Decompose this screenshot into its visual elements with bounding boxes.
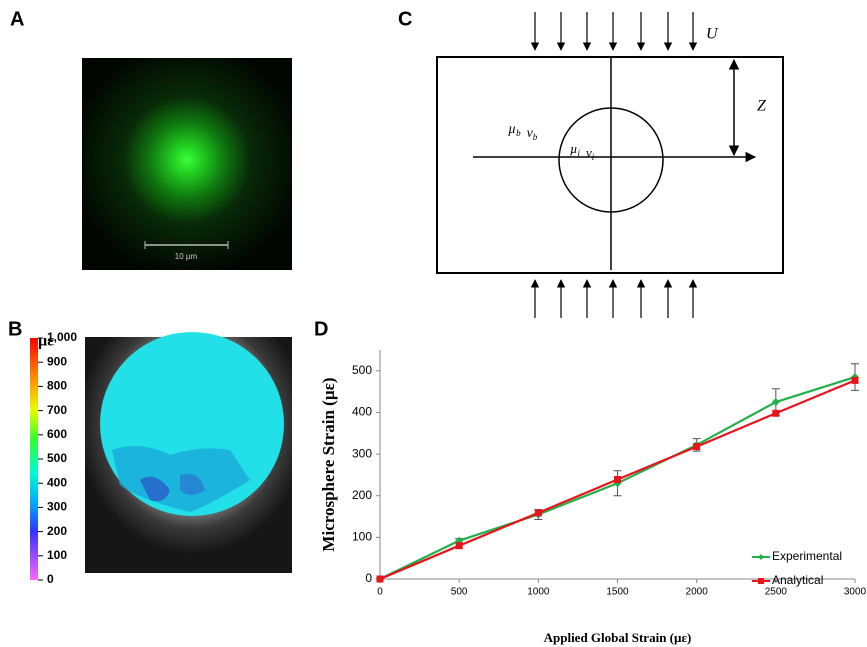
property-symbol: µ [570,141,578,156]
point [614,475,621,483]
legend-label: Experimental [772,549,842,563]
colorbar-tick-label: 500 [47,451,67,465]
matrix-block [436,56,784,274]
panel-label: B [8,318,22,340]
property-symbol: ν [527,126,534,141]
colorbar-tick-label: 600 [47,427,67,441]
x-axis-title: Applied Global Strain (µε) [544,630,692,645]
colorbar-tick-label: 0 [47,572,54,586]
x-tick-label: 500 [451,587,468,598]
point [693,443,701,451]
colorbar-tick-label: 700 [47,403,67,417]
panel-label: C [398,8,412,30]
legend-label: Analytical [772,573,823,587]
y-tick-label: 300 [352,446,372,460]
colorbar-tick-label: 800 [47,379,67,393]
colorbar [30,338,38,580]
colorbar-tick-label: 1,000 [47,330,77,344]
point [771,398,780,407]
property-subscript: i [578,148,581,158]
y-tick-label: 100 [352,530,372,544]
property-subscript: b [516,128,521,138]
point [376,575,384,583]
colorbar-tick-label: 100 [47,548,67,562]
y-tick-label: 400 [352,405,372,419]
point [851,376,859,384]
point [455,542,463,550]
legend-marker [758,554,764,560]
point [772,409,780,417]
y-axis-title: Microsphere Strain (µε) [319,377,338,551]
panel-label: D [314,318,328,340]
y-tick-label: 200 [352,488,372,502]
panel-label: A [10,8,24,30]
matrix-properties: µb νb [508,122,538,142]
colorbar-tick-label: 900 [47,354,67,368]
point [534,509,542,517]
x-tick-label: 0 [377,587,383,598]
load-arrows [530,12,698,318]
load-label: U [706,26,719,43]
y-tick-label: 0 [365,571,372,585]
x-tick-label: 1000 [527,587,550,598]
strain-map-region [180,474,205,495]
x-tick-label: 2000 [686,587,709,598]
colorbar-tick-label: 400 [47,475,67,489]
property-symbol: µ [508,122,516,137]
depth-label: Z [757,98,767,115]
colorbar-ticks: 0 100 200 300 400 500 600 700 800 900 1,000 [38,330,77,586]
scale-bar-label: 10 µm [175,252,198,261]
colorbar-title: µε [38,333,54,350]
colorbar-tick-label: 200 [47,524,67,538]
legend-marker [758,578,764,584]
line-chart: 0 100 200 300 400 500 0 500 1000 1500 2000 2500 3000… [319,350,867,645]
property-subscript: b [533,132,538,142]
x-tick-label: 2500 [765,587,788,598]
property-symbol: ν [586,145,592,160]
fluorescence-image [82,58,292,270]
property-subscript: i [592,152,595,162]
y-tick-label: 500 [352,363,372,377]
colorbar-tick-label: 300 [47,500,67,514]
x-tick-label: 3000 [844,587,867,598]
inclusion-properties: µi νi [570,141,595,162]
x-tick-label: 1500 [606,587,629,598]
strain-map-region [140,476,170,502]
